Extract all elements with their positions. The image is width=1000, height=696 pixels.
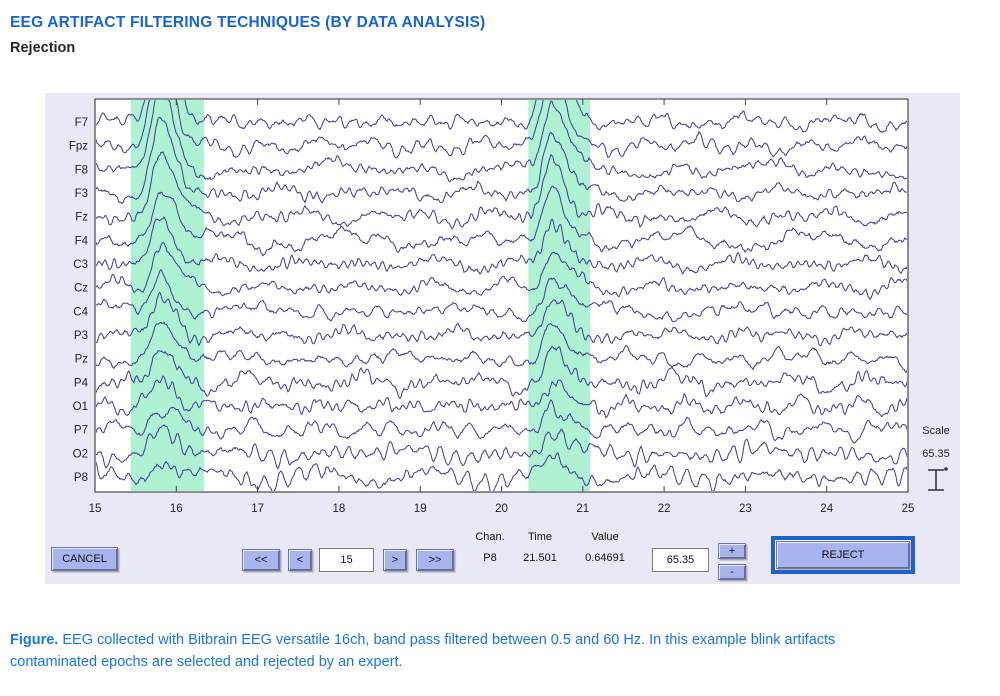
channel-label-P7: P7 (74, 425, 88, 437)
channel-label-P4: P4 (74, 377, 89, 389)
eeg-trace-P4 (96, 345, 907, 400)
channel-label-O2: O2 (73, 448, 88, 460)
eeg-trace-Cz (96, 241, 907, 301)
eeg-trace-O2 (96, 424, 907, 470)
page-title: EEG ARTIFACT FILTERING TECHNIQUES (BY DA… (10, 14, 486, 31)
plot-border (94, 98, 909, 493)
x-tick-label-21: 21 (576, 503, 589, 515)
caption-line2: contaminated epochs are selected and rej… (10, 654, 403, 670)
scale-increase-button[interactable]: + (718, 543, 746, 559)
eeg-trace-C3 (96, 216, 907, 275)
eeg-trace-P7 (96, 399, 907, 444)
nav-last-button[interactable]: >> (416, 549, 454, 571)
cursor-readout: Chan. Time Value P8 21.501 0.64691 (460, 531, 650, 564)
scale-label: Scale (922, 425, 950, 437)
channel-label-P8: P8 (74, 472, 88, 484)
time-label: Time (527, 531, 553, 543)
eeg-trace-F7 (96, 100, 907, 133)
channel-label-C4: C4 (73, 306, 88, 318)
chan-value: P8 (483, 552, 497, 564)
channel-label-F7: F7 (75, 117, 88, 129)
eeg-trace-P3 (96, 292, 907, 347)
x-tick-label-18: 18 (333, 503, 346, 515)
channel-label-O1: O1 (73, 401, 88, 413)
scale-value-input[interactable] (652, 548, 709, 572)
x-tick-label-16: 16 (170, 503, 183, 515)
channel-label-F3: F3 (75, 188, 88, 200)
eeg-trace-Pz (96, 321, 907, 374)
x-tick-label-24: 24 (820, 503, 833, 515)
caption-lead: Figure. (10, 632, 59, 648)
eeg-trace-C4 (96, 268, 907, 323)
eeg-trace-P8 (96, 452, 907, 491)
channel-label-F8: F8 (75, 164, 88, 176)
eeg-plot-canvas[interactable]: F7 Fpz F8 F3 Fz F4 C3 Cz C4 P3 Pz P4 O1 P7 O2 P8 15 16 17 1… (45, 93, 960, 521)
reject-button-focus-outline: REJECT (771, 536, 915, 574)
artifact-highlight[interactable] (130, 100, 204, 491)
nav-prev-button[interactable]: < (288, 549, 312, 571)
cancel-button[interactable]: CANCEL (51, 547, 118, 571)
epoch-number-input[interactable] (319, 548, 374, 572)
scale-decrease-button[interactable]: - (718, 564, 746, 580)
nav-next-button[interactable]: > (383, 549, 407, 571)
eeg-rejection-window: F7 Fpz F8 F3 Fz F4 C3 Cz C4 P3 Pz P4 O1 P7 O2 P8 15 16 17 1… (45, 93, 960, 584)
x-tick-label-17: 17 (251, 503, 264, 515)
time-value: 21.501 (523, 552, 557, 564)
scale-indicator: Scale 65.35 (913, 424, 959, 493)
value-label: Value (591, 531, 619, 543)
x-tick-label-15: 15 (89, 503, 102, 515)
reject-button[interactable]: REJECT (776, 541, 910, 569)
section-title: Rejection (10, 40, 76, 56)
eeg-traces (96, 100, 907, 491)
eeg-trace-O1 (96, 375, 907, 419)
artifact-highlight[interactable] (528, 100, 591, 491)
x-tick-label-19: 19 (414, 503, 427, 515)
channel-label-Pz: Pz (75, 354, 89, 366)
scale-bar-icon (928, 467, 948, 491)
channel-label-P3: P3 (74, 330, 88, 342)
x-tick-label-22: 22 (658, 503, 671, 515)
x-tick-label-25: 25 (902, 503, 915, 515)
x-tick-label-23: 23 (739, 503, 752, 515)
caption-line1: EEG collected with Bitbrain EEG versatil… (58, 632, 836, 648)
channel-label-C3: C3 (73, 259, 88, 271)
value-value: 0.64691 (585, 552, 625, 564)
channel-label-Cz: Cz (74, 283, 88, 295)
channel-label-F4: F4 (75, 235, 89, 247)
channel-label-Fpz: Fpz (69, 141, 88, 153)
eeg-trace-F4 (96, 185, 907, 257)
eeg-trace-Fpz (96, 100, 907, 159)
eeg-trace-F8 (96, 100, 907, 182)
scale-value: 65.35 (922, 448, 950, 460)
x-tick-label-20: 20 (495, 503, 508, 515)
chan-label: Chan. (475, 531, 505, 543)
figure-caption: Figure. EEG collected with Bitbrain EEG … (10, 629, 970, 673)
eeg-trace-Fz (96, 151, 907, 230)
nav-first-button[interactable]: << (242, 549, 280, 571)
channel-label-Fz: Fz (75, 212, 88, 224)
eeg-trace-F3 (96, 116, 907, 205)
plot-background[interactable] (95, 99, 908, 492)
